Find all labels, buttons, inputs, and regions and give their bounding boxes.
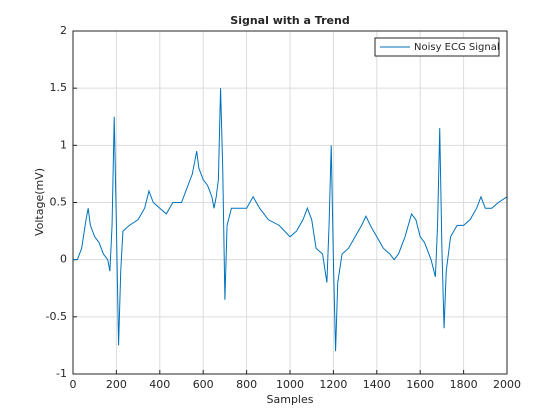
- x-tick-label: 0: [70, 378, 77, 391]
- chart-title: Signal with a Trend: [230, 14, 349, 27]
- x-tick-label: 1600: [406, 378, 434, 391]
- x-tick-label: 800: [236, 378, 257, 391]
- y-tick-label: 0.5: [50, 196, 68, 209]
- data-line: [73, 88, 508, 352]
- x-tick-label: 200: [106, 378, 127, 391]
- x-axis-label: Samples: [267, 393, 314, 406]
- y-tick-label: -0.5: [46, 310, 67, 323]
- x-tick-label: 1000: [276, 378, 304, 391]
- x-tick-label: 400: [149, 378, 170, 391]
- y-axis-label: Voltage(mV): [33, 168, 46, 236]
- axes-box: [72, 30, 508, 375]
- y-tick-label: 1.5: [50, 81, 68, 94]
- x-tick-label: 1200: [319, 378, 347, 391]
- x-tick-label: 1400: [363, 378, 391, 391]
- x-tick-label: 1800: [450, 378, 478, 391]
- x-tick-label: 600: [193, 378, 214, 391]
- y-tick-label: 2: [60, 24, 67, 37]
- y-tick-label: 1: [60, 138, 67, 151]
- y-tick-label: -1: [56, 367, 67, 380]
- legend-label: Noisy ECG Signal: [414, 42, 500, 53]
- x-tick-label: 2000: [493, 378, 521, 391]
- y-tick-label: 0: [60, 253, 67, 266]
- legend-box: [374, 37, 500, 57]
